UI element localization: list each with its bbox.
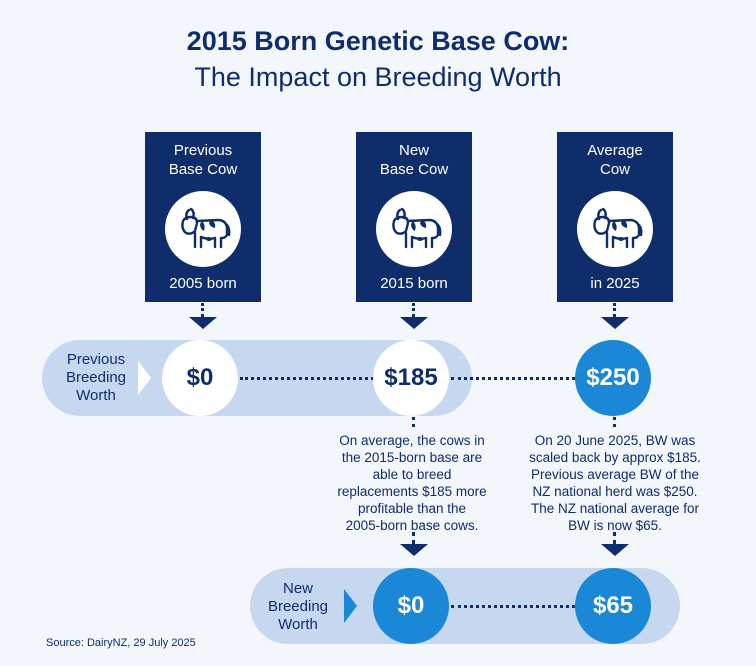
value-bubble-new-base-rebased: $0 (373, 568, 449, 644)
note-line: BW is now $65. (568, 518, 662, 533)
cow-icon (181, 207, 231, 249)
connector-dots (451, 605, 575, 608)
cow-box-new-base: New Base Cow 2015 born (356, 132, 472, 302)
value-bubble-previous-base: $0 (162, 340, 238, 416)
cow-icon (392, 207, 442, 249)
cow-box-heading-line-1: Previous (173, 142, 233, 159)
arrow-down-icon (601, 317, 629, 329)
connector-dots (613, 532, 616, 544)
cow-box-heading-line-2: Cow (599, 161, 630, 178)
band-label-line-3: Worth (76, 387, 116, 404)
band-label-line-1: Previous (66, 351, 126, 368)
note-line: able to breed (372, 467, 452, 482)
cow-icon-circle (577, 191, 653, 267)
cow-icon-circle (376, 191, 452, 267)
note-line: On average, the cows in (339, 433, 485, 448)
arrow-down-icon (189, 317, 217, 329)
note-line: the 2015-born base are (341, 450, 483, 465)
band-label-line-2: Breeding (65, 369, 127, 386)
cow-box-heading: New Base Cow (356, 141, 472, 179)
cow-box-average: Average Cow in 2025 (557, 132, 673, 302)
connector-dots (240, 377, 374, 380)
value-bubble-new-base: $185 (373, 340, 449, 416)
note-line: On 20 June 2025, BW was (534, 433, 696, 448)
chevron-right-icon (344, 589, 357, 623)
connector-dots (412, 303, 415, 317)
note-line: The NZ national average for (530, 501, 700, 516)
source-note: Source: DairyNZ, 29 July 2025 (46, 637, 196, 649)
note-average: On 20 June 2025, BW was scaled back by a… (510, 432, 720, 534)
arrow-down-icon (400, 544, 428, 556)
value-bubble-average-rebased: $65 (575, 568, 651, 644)
connector-dots (451, 377, 575, 380)
note-line: 2005-born base cows. (345, 518, 479, 533)
cow-box-heading-line-2: Base Cow (379, 161, 449, 178)
connector-dots (412, 417, 415, 427)
new-breeding-worth-label: New Breeding Worth (250, 580, 346, 634)
connector-dots (613, 303, 616, 317)
cow-box-heading: Average Cow (557, 141, 673, 179)
cow-box-footer: in 2025 (590, 275, 640, 292)
note-line: NZ national herd was $250. (532, 484, 698, 499)
band-label-line-2: Breeding (267, 598, 329, 615)
note-line: replacements $185 more (337, 484, 487, 499)
note-line: profitable than the (357, 501, 467, 516)
value-bubble-average: $250 (575, 340, 651, 416)
note-line: Previous average BW of the (530, 467, 700, 482)
arrow-down-icon (601, 544, 629, 556)
cow-icon (593, 207, 643, 249)
cow-box-footer: 2015 born (380, 275, 448, 292)
connector-dots (412, 532, 415, 544)
cow-box-footer: 2005 born (169, 275, 237, 292)
note-line: scaled back by approx $185. (529, 450, 701, 465)
chevron-right-icon (138, 361, 151, 395)
connector-dots (201, 303, 204, 317)
cow-box-heading: Previous Base Cow (145, 141, 261, 179)
cow-box-heading-line-1: Average (587, 142, 643, 159)
cow-box-previous-base: Previous Base Cow 2005 born (145, 132, 261, 302)
previous-breeding-worth-label: Previous Breeding Worth (46, 351, 146, 405)
cow-icon-circle (165, 191, 241, 267)
connector-dots (613, 417, 616, 427)
band-label-line-3: Worth (278, 616, 318, 633)
cow-box-heading-line-2: Base Cow (168, 161, 238, 178)
band-label-line-1: New (282, 580, 313, 597)
note-new-base: On average, the cows in the 2015-born ba… (314, 432, 510, 534)
arrow-down-icon (400, 317, 428, 329)
cow-box-heading-line-1: New (398, 142, 429, 159)
title-line-1: 2015 Born Genetic Base Cow: (186, 26, 570, 56)
title-line-2: The Impact on Breeding Worth (194, 62, 562, 92)
